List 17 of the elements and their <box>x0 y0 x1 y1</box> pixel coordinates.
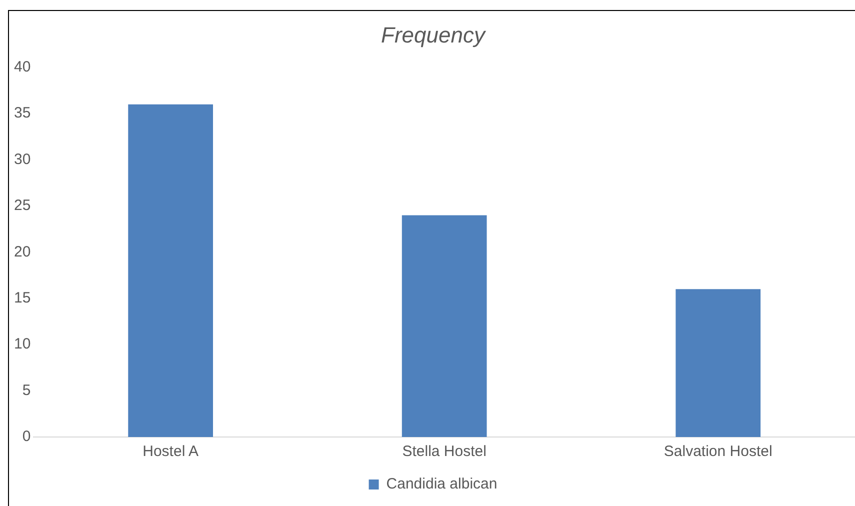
legend-label: Candidia albican <box>386 476 498 493</box>
y-tick-label: 35 <box>14 104 31 122</box>
x-tick-label: Hostel A <box>142 443 199 460</box>
bar <box>402 215 487 437</box>
y-tick-label: 10 <box>14 336 31 353</box>
y-tick-label: 30 <box>14 150 31 168</box>
y-tick-label: 0 <box>22 428 31 446</box>
x-tick-label: Stella Hostel <box>402 443 486 460</box>
x-tick-label: Salvation Hostel <box>664 443 772 460</box>
y-tick-label: 20 <box>14 243 31 260</box>
chart-title: Frequency <box>381 22 487 48</box>
y-tick-label: 15 <box>14 290 31 307</box>
bar <box>128 104 214 437</box>
y-tick-label: 25 <box>14 197 31 214</box>
y-tick-label: 40 <box>14 58 31 76</box>
bar <box>676 289 761 437</box>
y-tick-label: 5 <box>22 382 31 399</box>
